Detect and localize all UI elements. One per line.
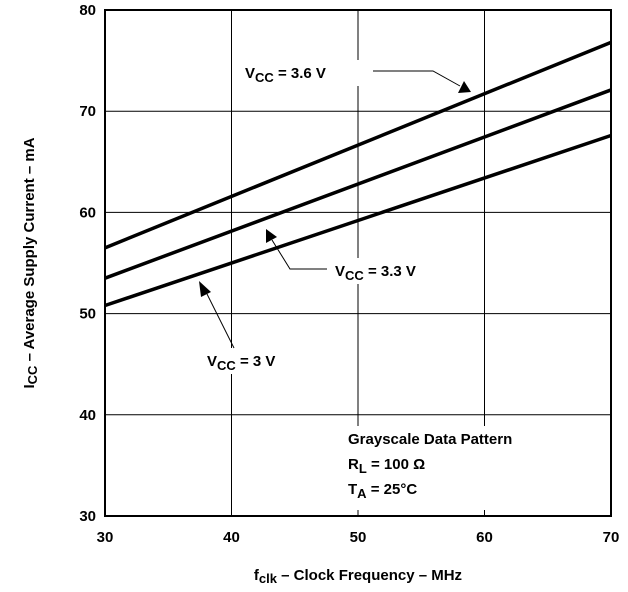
leader-line-3-3v — [271, 239, 327, 270]
series-line-2 — [104, 133, 612, 308]
y-axis-label-main: I — [21, 384, 38, 388]
series-label-sub: CC — [217, 358, 236, 373]
series-label-post: = 3 V — [236, 353, 276, 370]
arrowhead-3-3v — [266, 229, 277, 243]
series-line-0 — [104, 40, 612, 250]
tick-labels: 30 40 50 60 70 30 40 50 60 70 80 — [79, 2, 619, 546]
label-background — [203, 348, 311, 374]
rl-rest: = 100 Ω — [367, 456, 425, 473]
x-tick-label: 50 — [350, 529, 367, 546]
x-tick-label: 70 — [603, 529, 620, 546]
y-axis-label-rest: – Average Supply Current – mA — [21, 137, 38, 365]
series-label-pre: V — [335, 263, 345, 280]
y-tick-label: 80 — [79, 2, 96, 19]
plot-frame — [104, 9, 612, 517]
rl-label: RL = 100 Ω — [348, 456, 425, 476]
pattern-label: Grayscale Data Pattern — [348, 431, 512, 448]
series-label-3v-text: VCC = 3 V — [207, 353, 275, 373]
series-line-1 — [104, 88, 612, 280]
series-label-pre: V — [245, 65, 255, 82]
y-tick-label: 70 — [79, 103, 96, 120]
series-label-3v: VCC = 3 V — [199, 281, 311, 374]
arrowhead-3-6v — [458, 81, 471, 93]
label-background — [331, 258, 457, 284]
y-tick-label: 40 — [79, 407, 96, 424]
label-background — [241, 60, 367, 86]
leader-line-3-6v — [373, 70, 461, 87]
arrowhead-3v — [199, 281, 211, 297]
series-lines — [104, 40, 612, 308]
rl-sub: L — [359, 461, 367, 476]
series-label-3-6v-text: VCC = 3.6 V — [245, 65, 326, 85]
x-axis-label: fclk – Clock Frequency – MHz — [254, 567, 462, 586]
leader-line-3v — [206, 293, 235, 349]
ta-label: TA = 25°C — [348, 481, 417, 501]
y-tick-label: 30 — [79, 508, 96, 525]
series-label-pre: V — [207, 353, 217, 370]
ta-rest: = 25°C — [367, 481, 418, 498]
x-tick-label: 60 — [476, 529, 493, 546]
ta-sub: A — [357, 486, 367, 501]
y-axis-label: ICC – Average Supply Current – mA — [21, 137, 40, 388]
x-tick-label: 40 — [223, 529, 240, 546]
series-label-3-6v: VCC = 3.6 V — [241, 60, 471, 93]
annotation-background — [345, 426, 555, 510]
conditions-annotation: Grayscale Data Pattern RL = 100 Ω TA = 2… — [345, 426, 555, 510]
x-axis-label-sub: clk — [259, 571, 278, 586]
rl-main: R — [348, 456, 359, 473]
series-label-sub: CC — [255, 70, 274, 85]
series-label-3-3v: VCC = 3.3 V — [266, 229, 457, 284]
series-label-post: = 3.6 V — [274, 65, 326, 82]
x-axis-label-main: f — [254, 567, 260, 584]
ta-main: T — [348, 481, 357, 498]
series-label-3-3v-text: VCC = 3.3 V — [335, 263, 416, 283]
x-tick-label: 30 — [97, 529, 114, 546]
series-label-post: = 3.3 V — [364, 263, 416, 280]
y-tick-label: 50 — [79, 306, 96, 323]
x-axis-label-rest: – Clock Frequency – MHz — [277, 567, 462, 584]
y-axis-label-sub: CC — [25, 365, 40, 384]
y-tick-label: 60 — [79, 204, 96, 221]
series-label-sub: CC — [345, 268, 364, 283]
